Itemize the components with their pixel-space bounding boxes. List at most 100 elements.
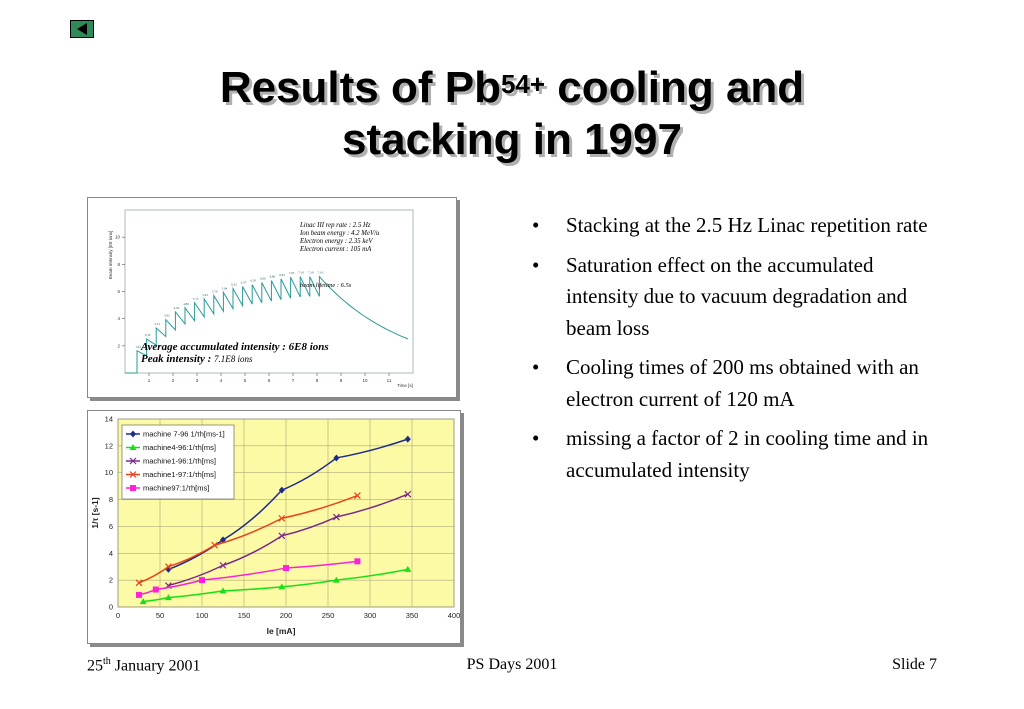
x-axis-label: Time [s] xyxy=(397,383,413,388)
y-tick-label: 2 xyxy=(109,576,113,585)
title-superscript: 54+ xyxy=(500,69,546,99)
x-tick-label: 3 xyxy=(196,378,199,383)
y-tick-label: 6 xyxy=(117,289,120,294)
peak-label: 7.10 xyxy=(298,271,304,275)
x-axis-label: Ie [mA] xyxy=(267,626,296,636)
data-point xyxy=(152,586,159,593)
peak-label: 5.17 xyxy=(193,297,199,301)
x-tick-label: 10 xyxy=(362,378,368,383)
data-point xyxy=(353,492,361,499)
x-tick-label: 250 xyxy=(322,611,335,620)
x-tick-label: 150 xyxy=(238,611,251,620)
bullet-list: Stacking at the 2.5 Hz Linac repetition … xyxy=(530,210,950,494)
x-tick-label: 4 xyxy=(220,378,223,383)
x-tick-label: 400 xyxy=(448,611,460,620)
x-tick-label: 6 xyxy=(268,378,271,383)
y-tick-label: 6 xyxy=(109,522,113,531)
peak-label: 7.10 xyxy=(318,271,324,275)
x-tick-label: 100 xyxy=(196,611,209,620)
annotation-text: Linac III rep rate : 2.5 Hz xyxy=(299,222,371,229)
data-point xyxy=(333,454,340,462)
lifetime-label: beam lifetime : 6.5s xyxy=(300,282,352,289)
peak-label: 6.80 xyxy=(270,275,276,279)
peak-label: 6.66 xyxy=(260,277,266,281)
data-point xyxy=(129,444,137,450)
y-tick-label: 14 xyxy=(105,415,113,424)
cooling-chart: 0 50 100 150 200 250 300 350 400 0 2 4 6 8 10 12 14 Ie [m… xyxy=(90,415,460,637)
data-point xyxy=(129,471,137,478)
footer-slide-number: Slide 7 xyxy=(892,656,937,673)
x-tick-label: 200 xyxy=(280,611,293,620)
data-point xyxy=(278,583,286,590)
x-tick-label: 1 xyxy=(148,378,151,383)
data-point xyxy=(332,576,340,583)
legend-label: machine4-96:1/τh[ms] xyxy=(143,443,216,452)
data-point xyxy=(199,577,205,584)
back-arrow-icon[interactable] xyxy=(70,20,94,38)
footer-date-day: 25 xyxy=(87,657,103,675)
peak-label: 3.93 xyxy=(164,314,170,318)
summary-peak-value: 7.1E8 ions xyxy=(214,354,253,364)
stacking-chart-panel: 1 2 3 4 5 6 7 8 9 10 11 2 4 6 8 10 Beam Intensity [E8 io… xyxy=(87,197,457,398)
y-tick-label: 12 xyxy=(105,441,113,450)
x-tick-label: 11 xyxy=(387,378,392,383)
x-tick-label: 5 xyxy=(244,378,247,383)
y-tick-label: 8 xyxy=(109,495,113,504)
x-tick-label: 300 xyxy=(364,611,377,620)
data-point xyxy=(283,565,289,572)
bullet-item: Stacking at the 2.5 Hz Linac repetition … xyxy=(530,210,950,242)
y-tick-label: 10 xyxy=(105,468,113,477)
intensity-series-line xyxy=(125,275,409,374)
data-point xyxy=(139,598,147,605)
data-point xyxy=(136,591,142,598)
y-tick-label: 4 xyxy=(109,549,113,558)
cooling-chart-panel: 0 50 100 150 200 250 300 350 400 0 2 4 6 8 10 12 14 Ie [m… xyxy=(87,410,461,644)
legend-label: machine1-96:1/τh[ms] xyxy=(143,457,216,466)
footer-date: 25th January 2001 xyxy=(87,656,201,675)
footer-date-rest: January 2001 xyxy=(110,657,201,675)
peak-label: 6.37 xyxy=(241,280,247,284)
data-point xyxy=(354,558,361,565)
title-text-1: Results of Pb xyxy=(219,63,501,112)
legend: machine 7-96 1/τh[ms-1] machine4-96:1/τh[… xyxy=(121,424,235,500)
data-point xyxy=(211,541,219,549)
title-line-1: Results of Pb54+ cooling and xyxy=(0,62,1024,114)
x-tick-label: 7 xyxy=(292,378,295,383)
legend-label: machine97:1/τh[ms] xyxy=(143,484,209,493)
bullet-item: Saturation effect on the accumulated int… xyxy=(530,250,950,345)
summary-average: Average accumulated intensity : 6E8 ions xyxy=(140,341,329,353)
series-group xyxy=(135,492,361,587)
peak-label: 5.94 xyxy=(222,286,228,290)
peak-label: 4.80 xyxy=(183,302,189,306)
data-point xyxy=(129,457,137,465)
peak-label: 5.45 xyxy=(202,293,208,297)
peak-label: 7.05 xyxy=(289,271,295,275)
annotation-text: Electron energy : 2.35 keV xyxy=(299,238,373,245)
bullet-item: Cooling times of 200 ms obtained with an… xyxy=(530,352,950,415)
legend-label: machine1-97:1/τh[ms] xyxy=(143,470,216,479)
series-group xyxy=(164,490,412,589)
data-point xyxy=(164,563,172,571)
series-line xyxy=(138,560,358,596)
summary-peak: Peak intensity : 7.1E8 ions xyxy=(141,353,253,365)
y-tick-label: 10 xyxy=(115,235,121,240)
data-point xyxy=(404,490,412,498)
peak-label: 1.63 xyxy=(135,345,141,349)
annotation-text: Ion beam energy : 4.2 MeV/u xyxy=(299,230,380,237)
data-point xyxy=(164,594,172,601)
data-point xyxy=(278,514,286,522)
legend-box xyxy=(121,424,235,500)
data-point xyxy=(404,435,411,443)
footer-date-sup: th xyxy=(103,656,111,667)
summary-peak-label: Peak intensity : xyxy=(141,353,214,365)
y-axis-label: 1/τ [s-1] xyxy=(90,497,100,528)
x-tick-label: 50 xyxy=(156,611,164,620)
title-text-2: cooling and xyxy=(545,63,805,112)
data-point xyxy=(130,430,136,438)
peak-label: 6.22 xyxy=(231,283,237,287)
arrow-left-icon xyxy=(77,23,87,35)
y-axis-label: Beam Intensity [E8 ions] xyxy=(108,231,113,280)
peak-label: 5.70 xyxy=(212,290,218,294)
peak-label: 3.31 xyxy=(154,322,160,326)
